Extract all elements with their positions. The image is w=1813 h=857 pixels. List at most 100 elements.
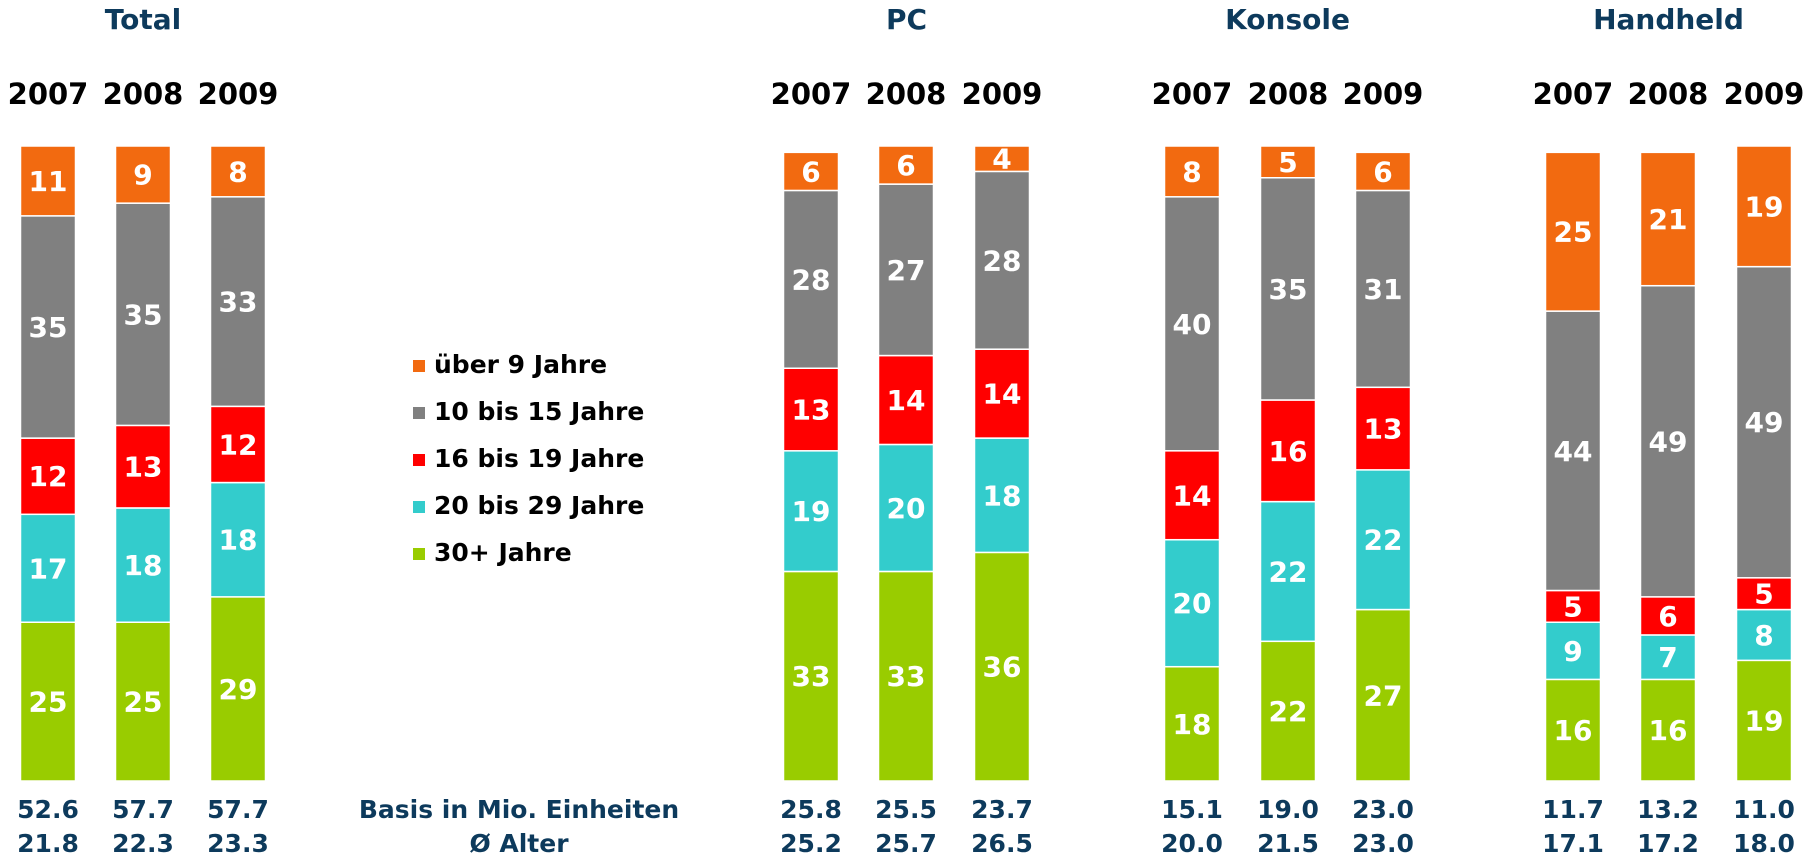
data-label: 33	[887, 660, 926, 693]
bar-segment	[877, 183, 935, 357]
basis-value: 15.1	[1161, 795, 1223, 824]
x-tick-label: 2008	[1248, 77, 1329, 111]
data-label: 12	[29, 460, 68, 493]
bar-segment	[782, 189, 840, 369]
basis-value: 23.7	[971, 795, 1033, 824]
data-label: 31	[1364, 273, 1403, 306]
bar-segment	[973, 437, 1031, 554]
basis-value: 25.8	[780, 795, 842, 824]
data-label: 13	[1364, 413, 1403, 446]
data-label: 29	[219, 673, 258, 706]
bar-segment	[1259, 640, 1317, 782]
bar-segment	[114, 202, 172, 427]
bar-segment	[19, 621, 77, 782]
data-label: 25	[124, 686, 163, 719]
bar-segment	[877, 145, 935, 185]
age-value: 23.3	[207, 829, 269, 857]
data-label: 20	[1173, 587, 1212, 620]
bar-segment	[1259, 399, 1317, 503]
x-tick-label: 2008	[866, 77, 947, 111]
bar-segment	[1639, 596, 1697, 636]
data-label: 19	[792, 495, 831, 528]
data-label: 27	[1364, 679, 1403, 712]
age-value: 23.0	[1352, 829, 1414, 857]
bar-segment	[209, 481, 267, 598]
bar-segment	[973, 348, 1031, 439]
bar-segment	[782, 570, 840, 782]
data-label: 16	[1554, 714, 1593, 747]
data-label: 5	[1563, 590, 1582, 623]
age-value: 18.0	[1733, 829, 1795, 857]
data-label: 22	[1269, 555, 1308, 588]
age-value: 25.7	[875, 829, 937, 857]
data-label: 7	[1658, 641, 1677, 674]
basis-value: 23.0	[1352, 795, 1414, 824]
bar-segment	[114, 507, 172, 624]
bar-segment	[19, 513, 77, 623]
age-value: 17.1	[1542, 829, 1604, 857]
legend-swatch	[413, 360, 425, 372]
age-value: 26.5	[971, 829, 1033, 857]
data-label: 16	[1649, 714, 1688, 747]
age-value: 17.2	[1637, 829, 1699, 857]
x-tick-label: 2008	[103, 77, 184, 111]
data-label: 35	[1269, 273, 1308, 306]
age-value: 25.2	[780, 829, 842, 857]
panel-title: PC	[886, 3, 927, 36]
bar-segment	[1163, 196, 1221, 452]
bar-segment	[209, 145, 267, 198]
bar-segment	[1544, 310, 1602, 592]
data-label: 18	[219, 524, 258, 557]
data-label: 5	[1278, 146, 1297, 179]
data-label: 8	[228, 155, 247, 188]
bar-segment	[19, 215, 77, 439]
data-label: 8	[1182, 155, 1201, 188]
data-label: 6	[1373, 155, 1392, 188]
data-label: 18	[124, 549, 163, 582]
data-label: 19	[1745, 705, 1784, 738]
data-label: 18	[983, 479, 1022, 512]
bar-segment	[114, 621, 172, 782]
x-tick-label: 2007	[8, 77, 89, 111]
legend-swatch	[413, 501, 425, 513]
bar-segment	[114, 145, 172, 204]
x-tick-label: 2008	[1628, 77, 1709, 111]
data-label: 11	[29, 165, 68, 198]
basis-value: 57.7	[112, 795, 174, 824]
bar-segment	[209, 405, 267, 484]
data-label: 33	[219, 286, 258, 319]
bar-segment	[1354, 151, 1412, 192]
age-value: 21.8	[17, 829, 79, 857]
data-label: 19	[1745, 190, 1784, 223]
bar-segment	[19, 145, 77, 217]
basis-value: 57.7	[207, 795, 269, 824]
data-label: 22	[1269, 695, 1308, 728]
x-tick-label: 2009	[198, 77, 279, 111]
x-tick-label: 2007	[771, 77, 852, 111]
legend-label: 10 bis 15 Jahre	[434, 397, 644, 426]
bar-segment	[1163, 538, 1221, 668]
legend-label: 20 bis 29 Jahre	[434, 491, 644, 520]
bar-segment	[1544, 621, 1602, 681]
data-label: 6	[1658, 600, 1677, 633]
data-label: 14	[887, 384, 926, 417]
data-label: 49	[1649, 425, 1688, 458]
data-label: 21	[1649, 203, 1688, 236]
bar-segment	[209, 596, 267, 782]
data-label: 36	[983, 651, 1022, 684]
data-label: 28	[792, 263, 831, 296]
bar-segment	[782, 151, 840, 192]
data-label: 13	[792, 394, 831, 427]
bar-segment	[973, 145, 1031, 173]
data-label: 22	[1364, 524, 1403, 557]
bar-segment	[114, 424, 172, 509]
data-label: 28	[983, 244, 1022, 277]
data-label: 35	[29, 311, 68, 344]
bar-segment	[782, 367, 840, 452]
data-label: 14	[1173, 479, 1212, 512]
bar-segment	[1735, 577, 1793, 611]
basis-value: 11.0	[1733, 795, 1795, 824]
panel-title: Handheld	[1593, 3, 1744, 36]
age-value: 21.5	[1257, 829, 1319, 857]
